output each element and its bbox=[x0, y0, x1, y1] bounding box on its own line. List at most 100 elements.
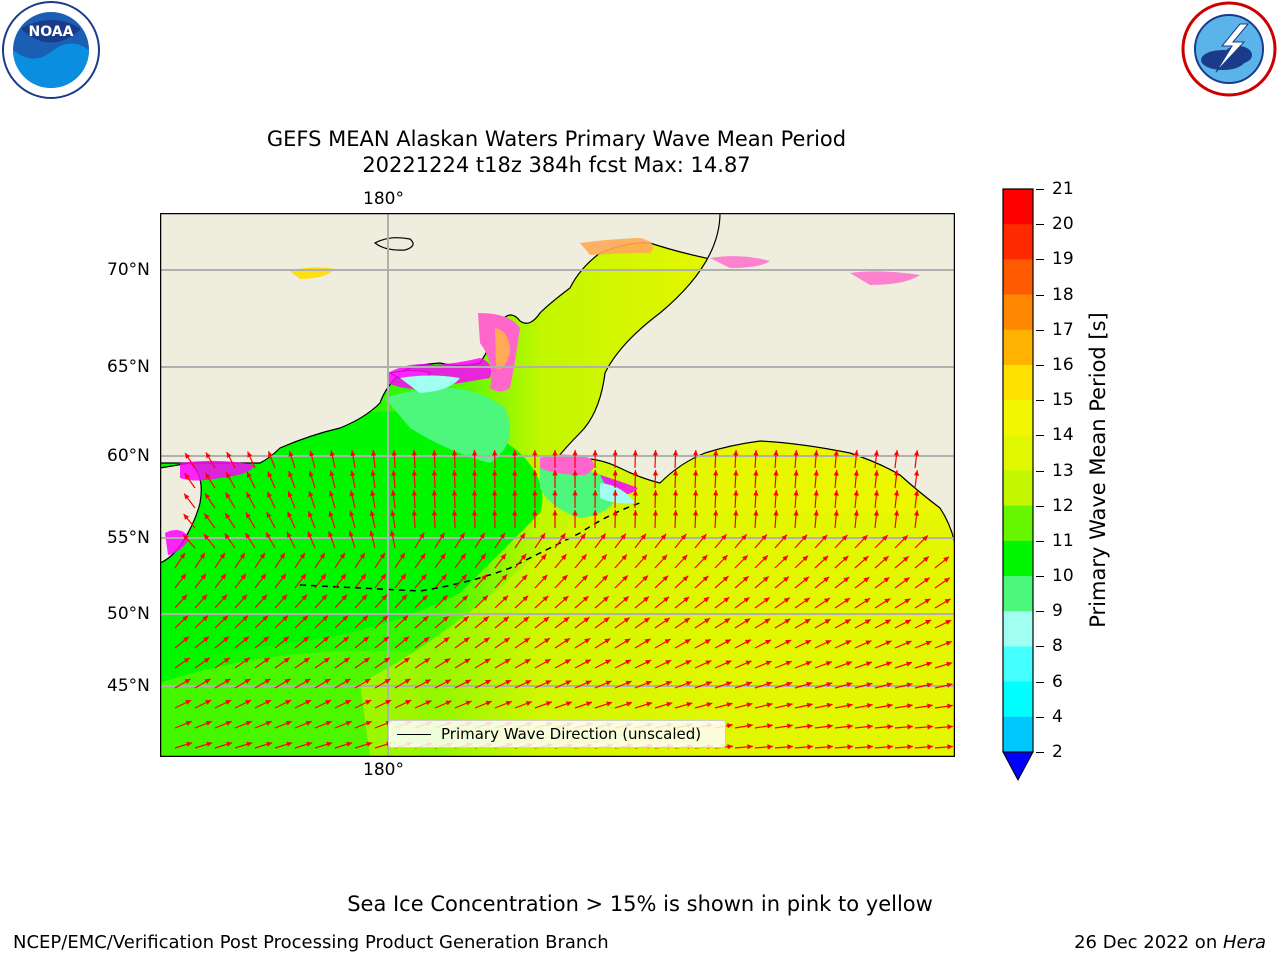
wave-arrow-head bbox=[727, 744, 733, 750]
graticule bbox=[160, 213, 955, 757]
wave-arrow-head bbox=[806, 702, 813, 708]
wave-arrow-head bbox=[305, 700, 312, 705]
colorbar-tick-label: 18 bbox=[1052, 284, 1074, 305]
wave-arrow-head bbox=[803, 597, 810, 604]
wave-arrow-head bbox=[451, 450, 458, 456]
wave-arrow-head bbox=[744, 639, 751, 645]
colorbar-tick-label: 14 bbox=[1052, 425, 1074, 446]
wave-arrow-head bbox=[399, 552, 405, 559]
wave-arrow-head bbox=[565, 701, 572, 707]
wave-arrow-head bbox=[902, 535, 908, 542]
colorbar-tick-label: 11 bbox=[1052, 530, 1074, 551]
wave-arrow-head bbox=[887, 724, 893, 730]
colorbar-tick-mark bbox=[1036, 400, 1044, 402]
wave-arrow-head bbox=[783, 576, 789, 583]
wave-arrow-head bbox=[621, 554, 627, 561]
wave-arrow-head bbox=[762, 555, 768, 562]
lon-label-top: 180° bbox=[363, 189, 404, 209]
wave-arrow-head bbox=[742, 555, 748, 561]
lat-label: 50°N bbox=[107, 604, 150, 624]
wave-arrow-head bbox=[323, 657, 330, 663]
wave-arrow-head bbox=[279, 552, 285, 559]
legend-label: Primary Wave Direction (unscaled) bbox=[441, 725, 702, 743]
wave-arrow-head bbox=[542, 595, 549, 602]
colorbar-tick-label: 6 bbox=[1052, 671, 1063, 692]
wave-arrow-head bbox=[287, 491, 293, 498]
wave-arrow-head bbox=[183, 657, 190, 663]
wave-arrow-head bbox=[947, 744, 953, 750]
wave-arrow-head bbox=[545, 680, 552, 686]
wave-arrow-head bbox=[944, 598, 951, 604]
wave-arrow-head bbox=[685, 660, 692, 666]
wave-arrow-head bbox=[523, 616, 530, 623]
wave-arrow-head bbox=[343, 636, 349, 643]
wave-arrow-head bbox=[827, 723, 833, 729]
wave-arrow-head bbox=[652, 450, 659, 456]
wave-arrow-head bbox=[241, 594, 248, 601]
wave-arrow-head bbox=[684, 639, 691, 645]
wave-arrow-head bbox=[179, 552, 185, 559]
wave-arrow-head bbox=[342, 615, 349, 622]
wave-arrow-head bbox=[664, 639, 671, 644]
wave-arrow-head bbox=[733, 450, 739, 456]
colorbar-tick-label: 10 bbox=[1052, 566, 1074, 587]
wave-arrow-head bbox=[913, 450, 920, 456]
wave-arrow-head bbox=[867, 724, 873, 730]
wave-arrow-head bbox=[552, 490, 558, 496]
wave-arrow-head bbox=[424, 679, 431, 685]
wave-arrow-head bbox=[763, 597, 770, 603]
wave-arrow-head bbox=[584, 638, 591, 644]
wave-arrow-head bbox=[713, 490, 719, 496]
wave-arrow-head bbox=[822, 555, 829, 562]
wave-arrow-head bbox=[540, 554, 547, 560]
wave-arrow-head bbox=[813, 490, 819, 496]
colorbar-tick-mark bbox=[1036, 294, 1044, 296]
wave-arrow-head bbox=[641, 554, 648, 561]
wave-arrow-head bbox=[324, 678, 331, 684]
wave-arrow-head bbox=[672, 450, 679, 456]
wave-arrow-head bbox=[204, 493, 211, 500]
wave-arrow-head bbox=[319, 552, 325, 559]
wave-arrow-head bbox=[405, 700, 412, 705]
wave-arrow-head bbox=[512, 510, 518, 516]
wave-arrow-head bbox=[325, 700, 332, 705]
wave-arrow-head bbox=[465, 700, 472, 706]
wave-arrow-head bbox=[329, 470, 335, 477]
wave-arrow-head bbox=[266, 532, 272, 539]
wave-arrow-head bbox=[340, 573, 347, 580]
wave-arrow-head bbox=[563, 617, 570, 623]
wave-arrow-head bbox=[905, 619, 912, 625]
wave-arrow-head bbox=[583, 617, 590, 623]
chart-title: GEFS MEAN Alaskan Waters Primary Wave Me… bbox=[266, 127, 847, 151]
wave-arrow-head bbox=[767, 744, 773, 750]
wave-arrow-head bbox=[326, 741, 333, 747]
wave-arrow-head bbox=[199, 552, 205, 559]
wave-arrow-head bbox=[391, 470, 397, 476]
wave-arrow-head bbox=[733, 510, 739, 516]
wave-arrow-head bbox=[923, 577, 930, 583]
wave-arrow-head bbox=[686, 702, 693, 708]
wave-arrow-head bbox=[532, 510, 538, 516]
colorbar-block bbox=[1003, 716, 1033, 753]
wave-arrow-head bbox=[552, 450, 558, 456]
colorbar-tick-mark bbox=[1036, 681, 1044, 683]
wave-arrow-head bbox=[243, 636, 249, 643]
wave-arrow-head bbox=[266, 741, 273, 747]
wave-arrow-head bbox=[927, 744, 933, 750]
wave-arrow-head bbox=[692, 450, 699, 456]
wave-arrow-head bbox=[753, 470, 759, 476]
wave-arrow-head bbox=[263, 657, 270, 663]
colorbar-tick-mark bbox=[1036, 470, 1044, 472]
wave-arrow-head bbox=[328, 510, 334, 517]
wave-arrow-head bbox=[365, 720, 372, 726]
colorbar-block bbox=[1003, 540, 1033, 577]
wave-arrow-head bbox=[422, 616, 429, 622]
wave-arrow-head bbox=[893, 490, 900, 496]
wave-arrow-head bbox=[682, 575, 689, 582]
wave-arrow-head bbox=[411, 450, 417, 456]
wave-arrow-head bbox=[402, 615, 409, 622]
wave-arrow-head bbox=[846, 702, 853, 709]
wave-arrow-head bbox=[807, 723, 813, 729]
wave-arrow-head bbox=[626, 701, 633, 707]
wave-arrow-head bbox=[943, 577, 950, 583]
